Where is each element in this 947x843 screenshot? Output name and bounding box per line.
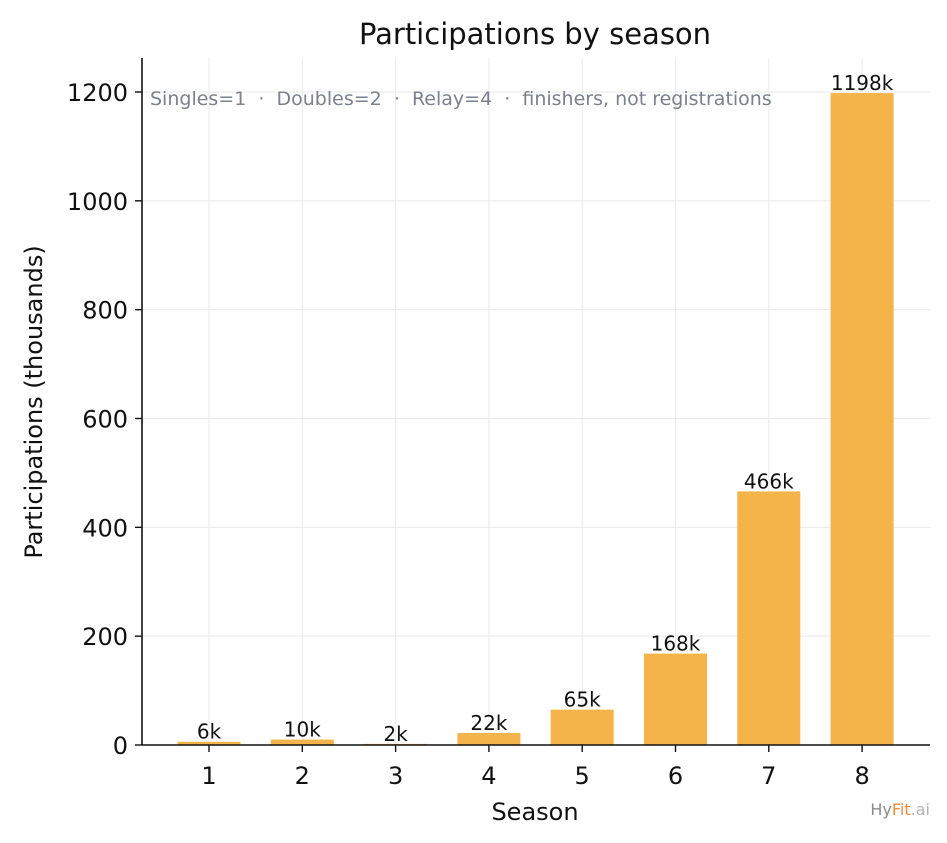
bar [177,741,241,745]
bar-value-label: 2k [383,722,408,746]
bar-value-label: 65k [564,688,601,712]
x-tick-label: 3 [388,762,403,790]
x-tick-label: 6 [668,762,683,790]
y-tick-label: 0 [113,732,128,760]
bar [644,653,707,745]
y-tick-label: 1000 [67,188,128,216]
y-tick-label: 600 [82,406,128,434]
bar-value-labels: 6k 10k 2k 22k 65k 168k 466k 1198k [197,71,894,746]
bar [550,709,614,745]
bar [737,491,801,745]
x-tick-label: 1 [201,762,216,790]
bar-value-label: 1198k [831,71,894,95]
x-axis-label: Season [491,798,578,826]
watermark-part-fit: Fit [892,800,911,819]
y-tick-label: 800 [82,297,128,325]
y-tick-label: 1200 [67,79,128,107]
x-tick-label: 7 [761,762,776,790]
bars [177,93,894,746]
bar [270,739,334,745]
y-ticks: 0 200 400 600 800 1000 1200 [67,79,142,760]
bar-value-label: 6k [197,720,222,744]
x-tick-label: 8 [854,762,869,790]
bar-value-label: 168k [651,632,701,656]
bar-value-label: 22k [470,711,507,735]
y-tick-label: 200 [82,623,128,651]
y-axis-label: Participations (thousands) [20,245,48,558]
x-ticks: 1 2 3 4 5 6 7 8 [201,745,870,790]
watermark-logo: HyFit.ai [870,800,930,819]
chart-title: Participations by season [359,17,711,51]
bar [830,93,894,746]
bar-value-label: 10k [284,718,321,742]
watermark-part-hy: Hy [870,800,892,819]
watermark-part-ai: .ai [911,800,930,819]
x-tick-label: 4 [481,762,496,790]
x-tick-label: 5 [575,762,590,790]
bar-value-label: 466k [744,469,794,493]
bar [457,733,521,745]
x-tick-label: 2 [295,762,310,790]
chart-annotation: Singles=1 · Doubles=2 · Relay=4 · finish… [150,88,772,110]
y-tick-label: 400 [82,514,128,542]
gridlines [142,58,930,745]
